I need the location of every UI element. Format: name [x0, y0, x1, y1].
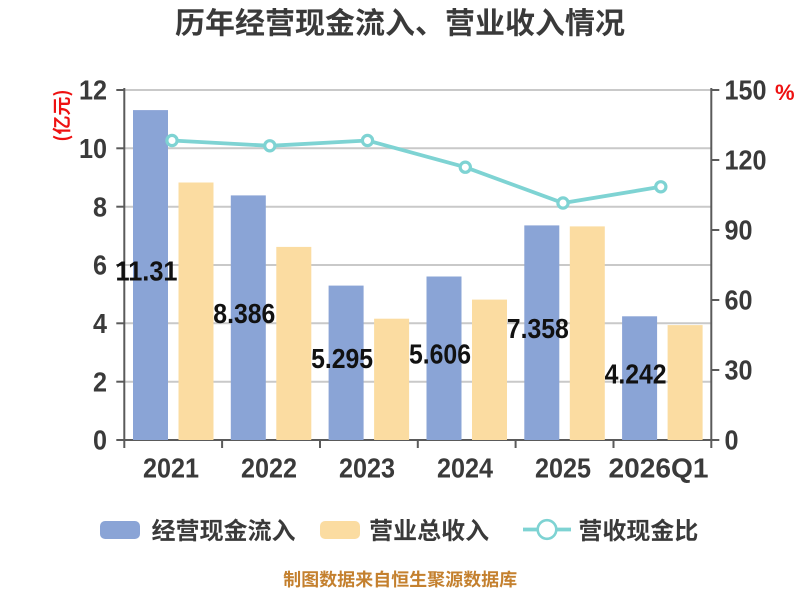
svg-text:12: 12: [79, 75, 107, 106]
svg-text:8: 8: [93, 191, 107, 222]
svg-text:90: 90: [725, 215, 753, 246]
svg-text:0: 0: [725, 425, 739, 456]
svg-text:2024: 2024: [437, 452, 493, 483]
svg-text:4: 4: [93, 308, 107, 339]
svg-text:6: 6: [93, 250, 107, 281]
svg-text:5.606: 5.606: [409, 338, 471, 369]
svg-text:%: %: [775, 80, 795, 105]
svg-text:30: 30: [725, 355, 753, 386]
svg-text:10: 10: [79, 133, 107, 164]
svg-text:0: 0: [93, 425, 107, 456]
svg-text:2025: 2025: [535, 452, 591, 483]
svg-text:2026Q1: 2026Q1: [609, 452, 709, 483]
svg-text:120: 120: [725, 145, 767, 176]
svg-text:11.31: 11.31: [116, 255, 178, 286]
svg-text:2022: 2022: [241, 452, 297, 483]
svg-text:8.386: 8.386: [213, 298, 275, 329]
svg-text:60: 60: [725, 285, 753, 316]
svg-text:5.295: 5.295: [311, 343, 373, 374]
svg-text:2021: 2021: [143, 452, 199, 483]
svg-text:2: 2: [93, 366, 107, 397]
svg-text:150: 150: [725, 75, 767, 106]
svg-text:2023: 2023: [339, 452, 395, 483]
svg-text:7.358: 7.358: [507, 313, 569, 344]
svg-text:4.242: 4.242: [605, 358, 667, 389]
